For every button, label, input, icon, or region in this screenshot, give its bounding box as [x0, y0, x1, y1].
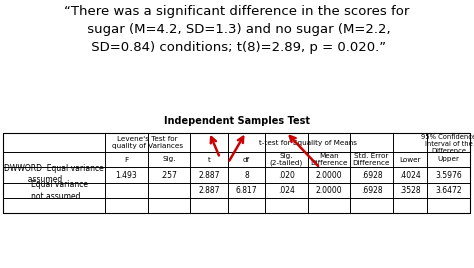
Text: 2.0000: 2.0000: [316, 186, 342, 195]
Text: .257: .257: [161, 170, 177, 180]
Text: t-test for Equality of Means: t-test for Equality of Means: [259, 140, 357, 146]
Text: Upper: Upper: [438, 157, 459, 162]
Text: “There was a significant difference in the scores for
 sugar (M=4.2, SD=1.3) and: “There was a significant difference in t…: [64, 5, 410, 54]
Text: 3.6472: 3.6472: [435, 186, 462, 195]
Text: 2.887: 2.887: [198, 186, 220, 195]
Text: F: F: [125, 157, 128, 162]
Text: 3.5976: 3.5976: [435, 170, 462, 180]
Bar: [3, 133, 470, 213]
Text: Lower: Lower: [399, 157, 421, 162]
Text: 95% Confidence
Interval of the
Difference: 95% Confidence Interval of the Differenc…: [421, 134, 474, 154]
Text: DWWORD  Equal variance
          assumed: DWWORD Equal variance assumed: [4, 164, 104, 184]
Text: t: t: [208, 157, 210, 162]
Text: 2.887: 2.887: [198, 170, 220, 180]
Text: .6928: .6928: [361, 186, 383, 195]
Text: .4024: .4024: [399, 170, 421, 180]
Text: 6.817: 6.817: [236, 186, 257, 195]
Text: df: df: [243, 157, 250, 162]
Text: .6928: .6928: [361, 170, 383, 180]
Text: Std. Error
Difference: Std. Error Difference: [353, 153, 390, 166]
Text: Independent Samples Test: Independent Samples Test: [164, 116, 310, 126]
Text: Sig.: Sig.: [162, 157, 176, 162]
Text: 1.493: 1.493: [116, 170, 137, 180]
Text: 8: 8: [244, 170, 249, 180]
Text: Sig.
(2-tailed): Sig. (2-tailed): [270, 153, 303, 166]
Text: .3528: .3528: [399, 186, 421, 195]
Text: .020: .020: [278, 170, 295, 180]
Text: .024: .024: [278, 186, 295, 195]
Text: Levene's Test for
quality of Variances: Levene's Test for quality of Variances: [112, 136, 183, 149]
Text: 2.0000: 2.0000: [316, 170, 342, 180]
Text: Mean
Difference: Mean Difference: [310, 153, 348, 166]
Text: Equal variance
not assumed: Equal variance not assumed: [31, 180, 88, 200]
